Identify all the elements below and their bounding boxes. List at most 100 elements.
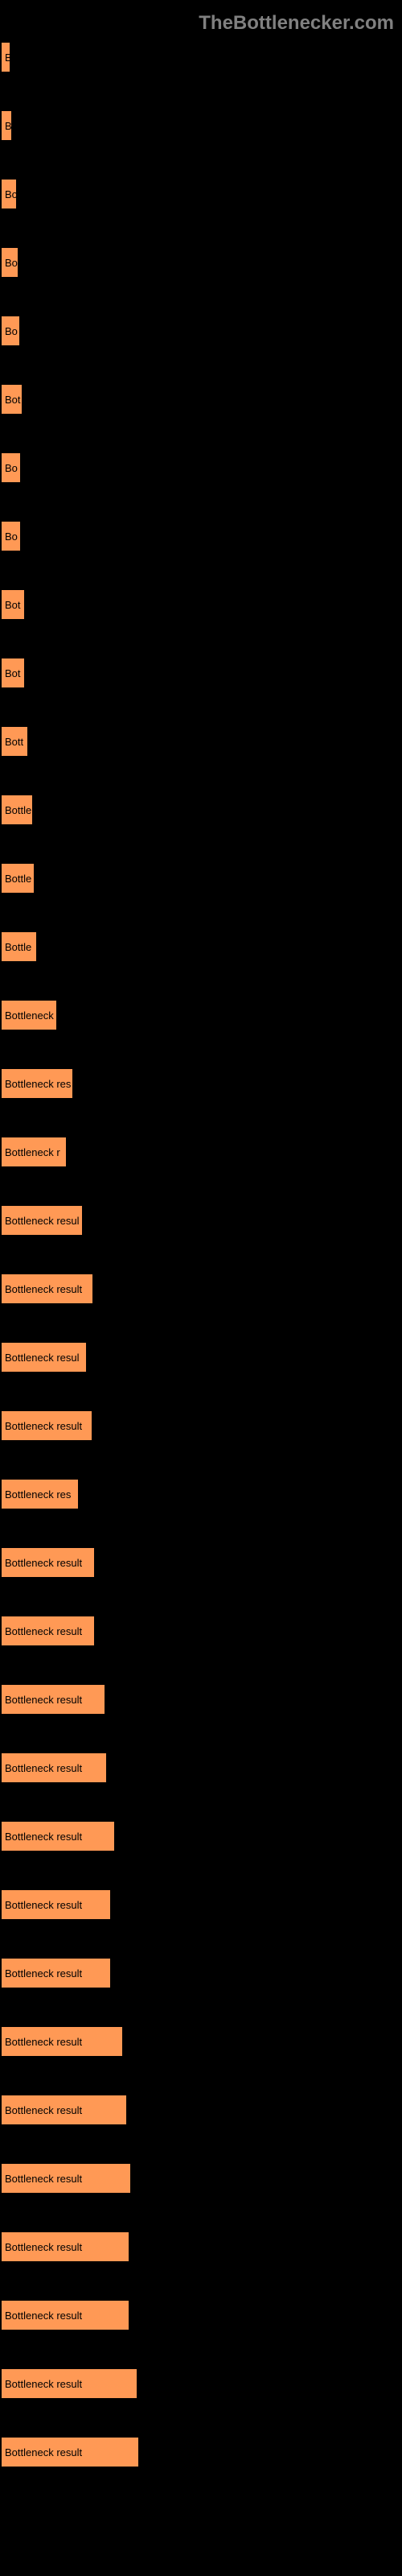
bar: Bottleneck result bbox=[2, 2027, 122, 2056]
bar: Bottleneck result bbox=[2, 2232, 129, 2261]
bar: Bottleneck bbox=[2, 1001, 56, 1030]
bar-row: Bottleneck resul bbox=[2, 1343, 394, 1372]
bar-row: Bottleneck result bbox=[2, 2301, 394, 2330]
bar: Bottleneck res bbox=[2, 1069, 72, 1098]
bar-label: Bottleneck result bbox=[5, 1831, 82, 1843]
bar: Bottleneck result bbox=[2, 1616, 94, 1645]
bar-row: Bottleneck result bbox=[2, 1959, 394, 1988]
bar-label: Bottleneck resul bbox=[5, 1215, 80, 1227]
bar: Bottle bbox=[2, 932, 36, 961]
bar-row: Bottleneck result bbox=[2, 2027, 394, 2056]
bar: Bottleneck result bbox=[2, 1548, 94, 1577]
bar-row: Bottleneck result bbox=[2, 1822, 394, 1851]
bar-label: Bottleneck result bbox=[5, 1557, 82, 1569]
bar-row: Bottleneck res bbox=[2, 1069, 394, 1098]
site-title: TheBottlenecker.com bbox=[199, 12, 394, 34]
bar: Bot bbox=[2, 658, 24, 687]
bar: Bo bbox=[2, 522, 20, 551]
bar-label: Bottleneck result bbox=[5, 1283, 82, 1295]
bar-label: Bottle bbox=[5, 804, 31, 816]
bar: Bottleneck result bbox=[2, 2164, 130, 2193]
bar-label: B bbox=[5, 120, 11, 132]
bar: Bottleneck resul bbox=[2, 1343, 86, 1372]
bar-label: Bo bbox=[5, 257, 18, 269]
bar-row: Bo bbox=[2, 316, 394, 345]
bar-label: Bot bbox=[5, 667, 21, 679]
bar: Bo bbox=[2, 180, 16, 208]
bar-label: Bottleneck result bbox=[5, 1694, 82, 1706]
bar: B bbox=[2, 43, 10, 72]
bar-label: Bo bbox=[5, 325, 18, 337]
bar: Bot bbox=[2, 385, 22, 414]
bar-row: Bo bbox=[2, 248, 394, 277]
bar-chart: B B Bo Bo Bo Bot Bo Bo Bot Bot Bott Bottle Bottle Bot… bbox=[0, 43, 402, 2530]
bar-label: Bottleneck result bbox=[5, 1625, 82, 1637]
bar-row: Bottleneck bbox=[2, 1001, 394, 1030]
bar: Bot bbox=[2, 590, 24, 619]
bar: Bottleneck result bbox=[2, 2095, 126, 2124]
bar-label: B bbox=[5, 52, 10, 64]
bar: Bottleneck result bbox=[2, 2301, 129, 2330]
bar: Bo bbox=[2, 316, 19, 345]
bar: Bo bbox=[2, 248, 18, 277]
bar-label: Bottleneck result bbox=[5, 1967, 82, 1979]
bar-label: Bo bbox=[5, 462, 18, 474]
bar-label: Bottleneck res bbox=[5, 1488, 71, 1501]
bar-row: Bottleneck result bbox=[2, 2164, 394, 2193]
bar: Bottleneck res bbox=[2, 1480, 78, 1509]
bar-label: Bottleneck result bbox=[5, 2173, 82, 2185]
site-header: TheBottlenecker.com bbox=[0, 0, 402, 43]
bar: Bottleneck resul bbox=[2, 1206, 82, 1235]
bar-row: Bo bbox=[2, 453, 394, 482]
bar-label: Bottleneck result bbox=[5, 2446, 82, 2458]
bar-row: Bo bbox=[2, 180, 394, 208]
bar-row: Bottleneck resul bbox=[2, 1206, 394, 1235]
bar: Bottleneck result bbox=[2, 1753, 106, 1782]
bar-label: Bottleneck result bbox=[5, 2310, 82, 2322]
bar-row: Bottle bbox=[2, 795, 394, 824]
bar: Bottleneck result bbox=[2, 1411, 92, 1440]
bar-row: Bottleneck result bbox=[2, 2438, 394, 2467]
bar-row: Bottleneck result bbox=[2, 1890, 394, 1919]
bar: Bottleneck result bbox=[2, 1822, 114, 1851]
bar-row: Bottleneck result bbox=[2, 1616, 394, 1645]
bar: Bottleneck r bbox=[2, 1137, 66, 1166]
bar-label: Bo bbox=[5, 530, 18, 543]
bar-row: Bottle bbox=[2, 864, 394, 893]
bar: B bbox=[2, 111, 11, 140]
bar-label: Bott bbox=[5, 736, 23, 748]
bar-row: Bottleneck result bbox=[2, 1274, 394, 1303]
bar-row: Bot bbox=[2, 658, 394, 687]
bar-label: Bottleneck r bbox=[5, 1146, 60, 1158]
bar-label: Bo bbox=[5, 188, 16, 200]
bar: Bottleneck result bbox=[2, 1890, 110, 1919]
bar-label: Bottleneck result bbox=[5, 1899, 82, 1911]
bar-row: Bott bbox=[2, 727, 394, 756]
bar-row: Bottle bbox=[2, 932, 394, 961]
bar-label: Bottleneck result bbox=[5, 2241, 82, 2253]
bar-row: B bbox=[2, 43, 394, 72]
bar: Bottleneck result bbox=[2, 2369, 137, 2398]
bar-row: Bottleneck result bbox=[2, 1753, 394, 1782]
bar: Bottle bbox=[2, 795, 32, 824]
bar-row: Bottleneck result bbox=[2, 1548, 394, 1577]
bar-row: Bottleneck result bbox=[2, 1685, 394, 1714]
bar: Bott bbox=[2, 727, 27, 756]
bar: Bottleneck result bbox=[2, 1959, 110, 1988]
bar: Bottle bbox=[2, 864, 34, 893]
bar-row: Bottleneck result bbox=[2, 2232, 394, 2261]
bar-label: Bottleneck result bbox=[5, 2378, 82, 2390]
bar-row: Bottleneck res bbox=[2, 1480, 394, 1509]
bar-label: Bottle bbox=[5, 873, 31, 885]
bar: Bottleneck result bbox=[2, 1685, 105, 1714]
bar: Bottleneck result bbox=[2, 2438, 138, 2467]
bar-row: Bot bbox=[2, 590, 394, 619]
bar-row: Bottleneck r bbox=[2, 1137, 394, 1166]
bar-label: Bottleneck result bbox=[5, 2104, 82, 2116]
bar-row: Bot bbox=[2, 385, 394, 414]
bar-label: Bottleneck result bbox=[5, 1762, 82, 1774]
bar-label: Bottleneck result bbox=[5, 1420, 82, 1432]
bar-label: Bot bbox=[5, 394, 21, 406]
bar-row: B bbox=[2, 111, 394, 140]
bar-row: Bottleneck result bbox=[2, 2369, 394, 2398]
